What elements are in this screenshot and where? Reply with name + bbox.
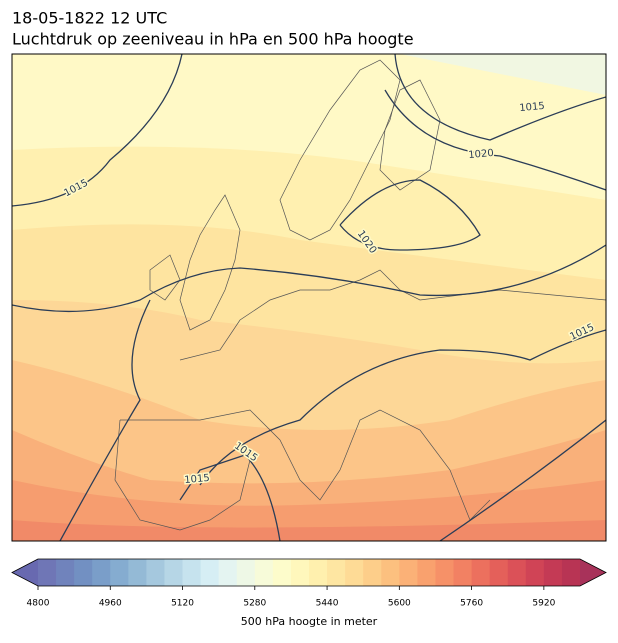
colorbar-outline [11, 558, 607, 587]
colorbar-segment [507, 559, 527, 586]
contour-label: 1015 [184, 473, 210, 486]
colorbar-segment [74, 559, 93, 586]
colorbar-segment [128, 559, 147, 586]
colorbar-segment [38, 559, 57, 586]
colorbar-tick-label: 4960 [99, 599, 122, 609]
title-line-1: 18-05-1822 12 UTC [12, 9, 167, 28]
map [12, 54, 606, 541]
colorbar-tick-label: 5920 [532, 599, 555, 609]
colorbar-segment [435, 559, 455, 586]
colorbar-tick-label: 5120 [171, 599, 194, 609]
colorbar-segment [525, 559, 545, 586]
colorbar-tick-label: 5760 [460, 599, 483, 609]
colorbar-tick-label: 5440 [316, 599, 339, 609]
colorbar-segment [561, 559, 581, 586]
colorbar-segment [327, 559, 346, 586]
colorbar-segment [218, 559, 238, 586]
colorbar-segment [110, 559, 129, 586]
colorbar-segment [345, 559, 364, 586]
colorbar-segment [200, 559, 220, 586]
colorbar-segment [92, 559, 111, 586]
colorbar-segment [363, 559, 382, 586]
colorbar-segment [254, 559, 274, 586]
colorbar-segment [146, 559, 165, 586]
colorbar-segment [236, 559, 256, 586]
colorbar-segment [182, 559, 202, 586]
colorbar-segment [381, 559, 400, 586]
colorbar-tick-label: 4800 [27, 599, 50, 609]
colorbar-tick-label: 5600 [388, 599, 411, 609]
colorbar-segment [290, 559, 310, 586]
colorbar-under [12, 559, 38, 586]
colorbar-segment [399, 559, 418, 586]
colorbar-over [580, 559, 606, 586]
colorbar: 4800 4960 5120 5280 5440 5600 5760 5920 [11, 558, 607, 609]
colorbar-segment [164, 559, 184, 586]
colorbar-segment [453, 559, 473, 586]
contour-label: 1015 [519, 101, 545, 114]
map-frame [11, 53, 607, 542]
colorbar-segment [272, 559, 292, 586]
contour-label: 1020 [468, 148, 494, 161]
colorbar-segment [471, 559, 491, 586]
colorbar-segment [417, 559, 436, 586]
colorbar-label: 500 hPa hoogte in meter [241, 615, 378, 628]
colorbar-segment [56, 559, 75, 586]
title-line-2: Luchtdruk op zeeniveau in hPa en 500 hPa… [12, 30, 414, 49]
colorbar-segment [489, 559, 509, 586]
colorbar-tick-label: 5280 [243, 599, 266, 609]
colorbar-segment [543, 559, 563, 586]
colorbar-segment [309, 559, 328, 586]
